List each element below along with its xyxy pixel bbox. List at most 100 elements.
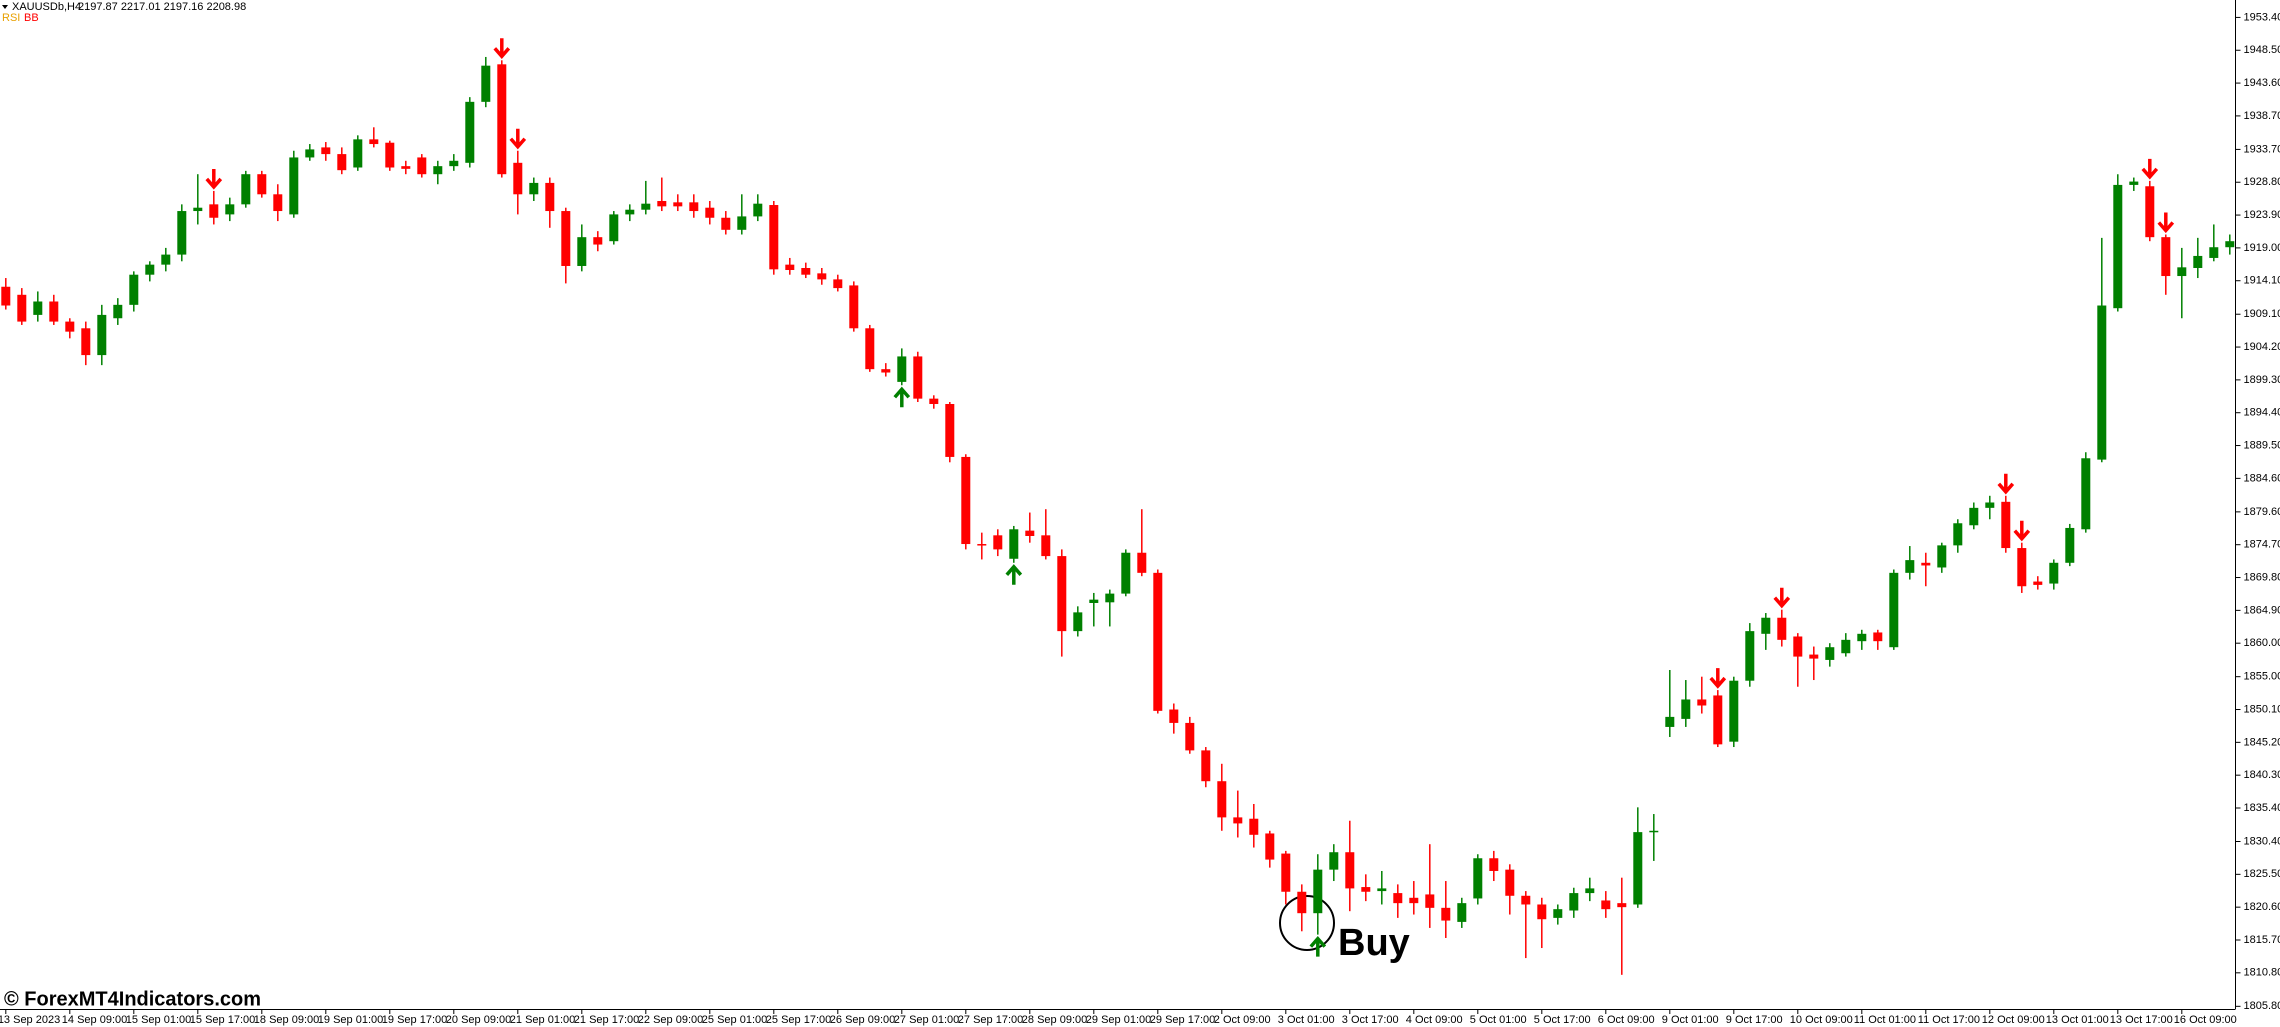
x-tick-label: 9 Oct 01:00 <box>1662 1014 1719 1026</box>
candle-body <box>737 216 747 230</box>
candle-body <box>2129 181 2139 185</box>
candle-body <box>369 139 379 145</box>
candle-body <box>1745 631 1755 681</box>
candle-body <box>497 64 507 175</box>
candle-body <box>1377 888 1387 892</box>
candle-body <box>1281 853 1291 892</box>
candle-body <box>2113 184 2123 309</box>
candle-body <box>993 535 1003 550</box>
x-tick-label: 5 Oct 17:00 <box>1534 1014 1591 1026</box>
candle-body <box>753 203 763 217</box>
candle-body <box>1041 535 1051 557</box>
candle-body <box>1233 817 1243 824</box>
candle-body <box>417 157 427 175</box>
candle-body <box>1361 887 1371 892</box>
candle-body <box>513 162 523 195</box>
candle-body <box>1937 545 1947 568</box>
y-tick-label: 1914.10 <box>2244 275 2280 287</box>
x-tick-label: 20 Sep 09:00 <box>446 1014 511 1026</box>
candle-body <box>97 314 107 356</box>
sell-arrow <box>205 168 223 190</box>
y-tick-label: 1889.50 <box>2244 439 2280 451</box>
candle-body <box>625 209 635 215</box>
candle-body <box>1265 833 1275 860</box>
candle-body <box>2017 548 2027 587</box>
x-tick-label: 9 Oct 17:00 <box>1726 1014 1783 1026</box>
x-tick-label: 16 Oct 09:00 <box>2174 1014 2237 1026</box>
candle-body <box>1105 593 1115 603</box>
menu-triangle <box>2 5 8 9</box>
x-tick-label: 25 Sep 17:00 <box>766 1014 831 1026</box>
candle-body <box>385 142 395 168</box>
y-tick-label: 1919.00 <box>2244 242 2280 254</box>
candle-body <box>849 285 859 329</box>
y-tick-label: 1948.50 <box>2244 44 2280 56</box>
x-tick-label: 21 Sep 17:00 <box>574 1014 639 1026</box>
candle-body <box>465 101 475 163</box>
buy-arrow <box>1005 564 1023 585</box>
y-tick-label: 1869.80 <box>2244 571 2280 583</box>
bb-label: BB <box>24 12 39 24</box>
x-tick-label: 11 Oct 01:00 <box>1854 1014 1916 1026</box>
x-tick-label: 21 Sep 01:00 <box>510 1014 575 1026</box>
y-tick-label: 1820.60 <box>2244 901 2280 913</box>
candle-body <box>1969 507 1979 526</box>
candle-body <box>481 65 491 102</box>
sell-arrow <box>2157 212 2175 234</box>
candle-body <box>833 279 843 289</box>
candle-body <box>337 154 347 171</box>
x-tick-label: 13 Sep 2023 <box>0 1014 60 1026</box>
candle-body <box>1553 909 1563 918</box>
x-tick-label: 15 Sep 17:00 <box>190 1014 255 1026</box>
candle-body <box>2225 241 2235 248</box>
candle-body <box>1297 891 1307 914</box>
candle-body <box>1137 552 1147 573</box>
candle-body <box>2049 562 2059 584</box>
candle-body <box>433 166 443 175</box>
candle-body <box>705 207 715 218</box>
x-tick-label: 18 Sep 09:00 <box>254 1014 319 1026</box>
candle-body <box>545 182 555 212</box>
y-tick-label: 1884.60 <box>2244 472 2280 484</box>
x-tick-label: 2 Oct 09:00 <box>1214 1014 1271 1026</box>
y-tick-label: 1810.80 <box>2244 967 2280 979</box>
sell-arrow <box>1773 587 1791 609</box>
candle-body <box>881 369 891 373</box>
candle-body <box>1345 852 1355 889</box>
x-tick-label: 6 Oct 09:00 <box>1598 1014 1655 1026</box>
candle-body <box>257 174 267 195</box>
candle-body <box>305 149 315 158</box>
x-tick-label: 29 Sep 17:00 <box>1150 1014 1215 1026</box>
y-tick-label: 1845.20 <box>2244 736 2280 748</box>
y-tick-label: 1825.50 <box>2244 868 2280 880</box>
y-tick-label: 1894.40 <box>2244 407 2280 419</box>
candle-body <box>209 204 219 218</box>
candle-body <box>2177 267 2187 277</box>
y-tick-label: 1943.60 <box>2244 77 2280 89</box>
candle-body <box>1441 907 1451 921</box>
sell-arrow <box>1709 668 1727 689</box>
candle-body <box>1857 633 1867 642</box>
candle-body <box>1089 599 1099 603</box>
candle-body <box>1153 572 1163 711</box>
x-tick-label: 14 Sep 09:00 <box>62 1014 127 1026</box>
candle-body <box>1841 639 1851 654</box>
candle-body <box>977 544 987 546</box>
candle-body <box>1921 562 1931 566</box>
candle-body <box>593 237 603 245</box>
candle-body <box>1185 722 1195 751</box>
candle-body <box>529 182 539 195</box>
candle-body <box>1809 654 1819 659</box>
candle-body <box>1585 888 1595 894</box>
candle-body <box>2145 186 2155 238</box>
x-tick-label: 3 Oct 17:00 <box>1342 1014 1399 1026</box>
candle-body <box>449 160 459 167</box>
candle-body <box>1793 636 1803 657</box>
y-tick-label: 1879.60 <box>2244 506 2280 518</box>
buy-arrow <box>1309 935 1327 957</box>
symbol: XAUUSDb,H4 <box>12 1 81 13</box>
ohlc-header: 2197.87 2217.01 2197.16 2208.98 <box>78 1 246 13</box>
candle-body <box>1217 781 1227 818</box>
